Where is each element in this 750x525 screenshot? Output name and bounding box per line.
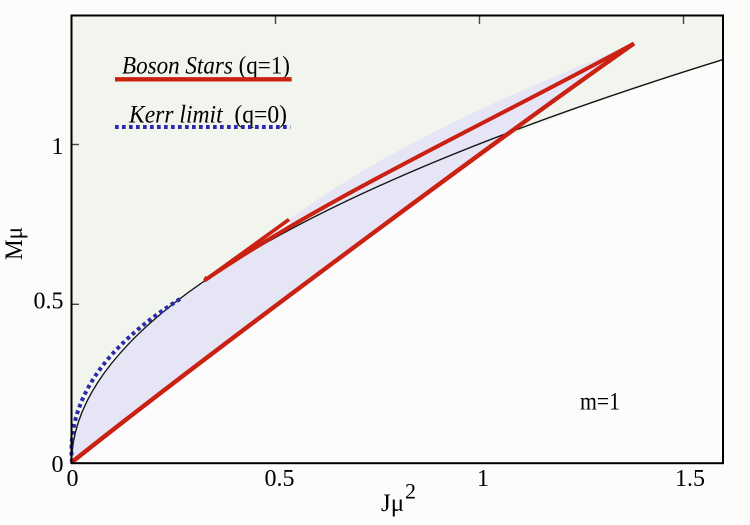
svg-text:m=1: m=1 (580, 389, 620, 416)
svg-text:0.5: 0.5 (34, 289, 64, 315)
svg-text:1: 1 (52, 134, 64, 160)
svg-text:Boson Stars (q=1): Boson Stars (q=1) (122, 51, 290, 80)
svg-text:Kerr limit (q=0): Kerr limit (q=0) (128, 100, 287, 129)
svg-text:0: 0 (67, 466, 79, 492)
svg-text:0: 0 (52, 452, 64, 478)
svg-text:Jμ: Jμ (381, 490, 404, 517)
svg-text:2: 2 (405, 478, 416, 503)
svg-text:Mμ: Mμ (1, 227, 28, 260)
svg-text:1.5: 1.5 (675, 466, 705, 492)
svg-text:0.5: 0.5 (265, 466, 295, 492)
svg-text:1: 1 (477, 466, 489, 492)
